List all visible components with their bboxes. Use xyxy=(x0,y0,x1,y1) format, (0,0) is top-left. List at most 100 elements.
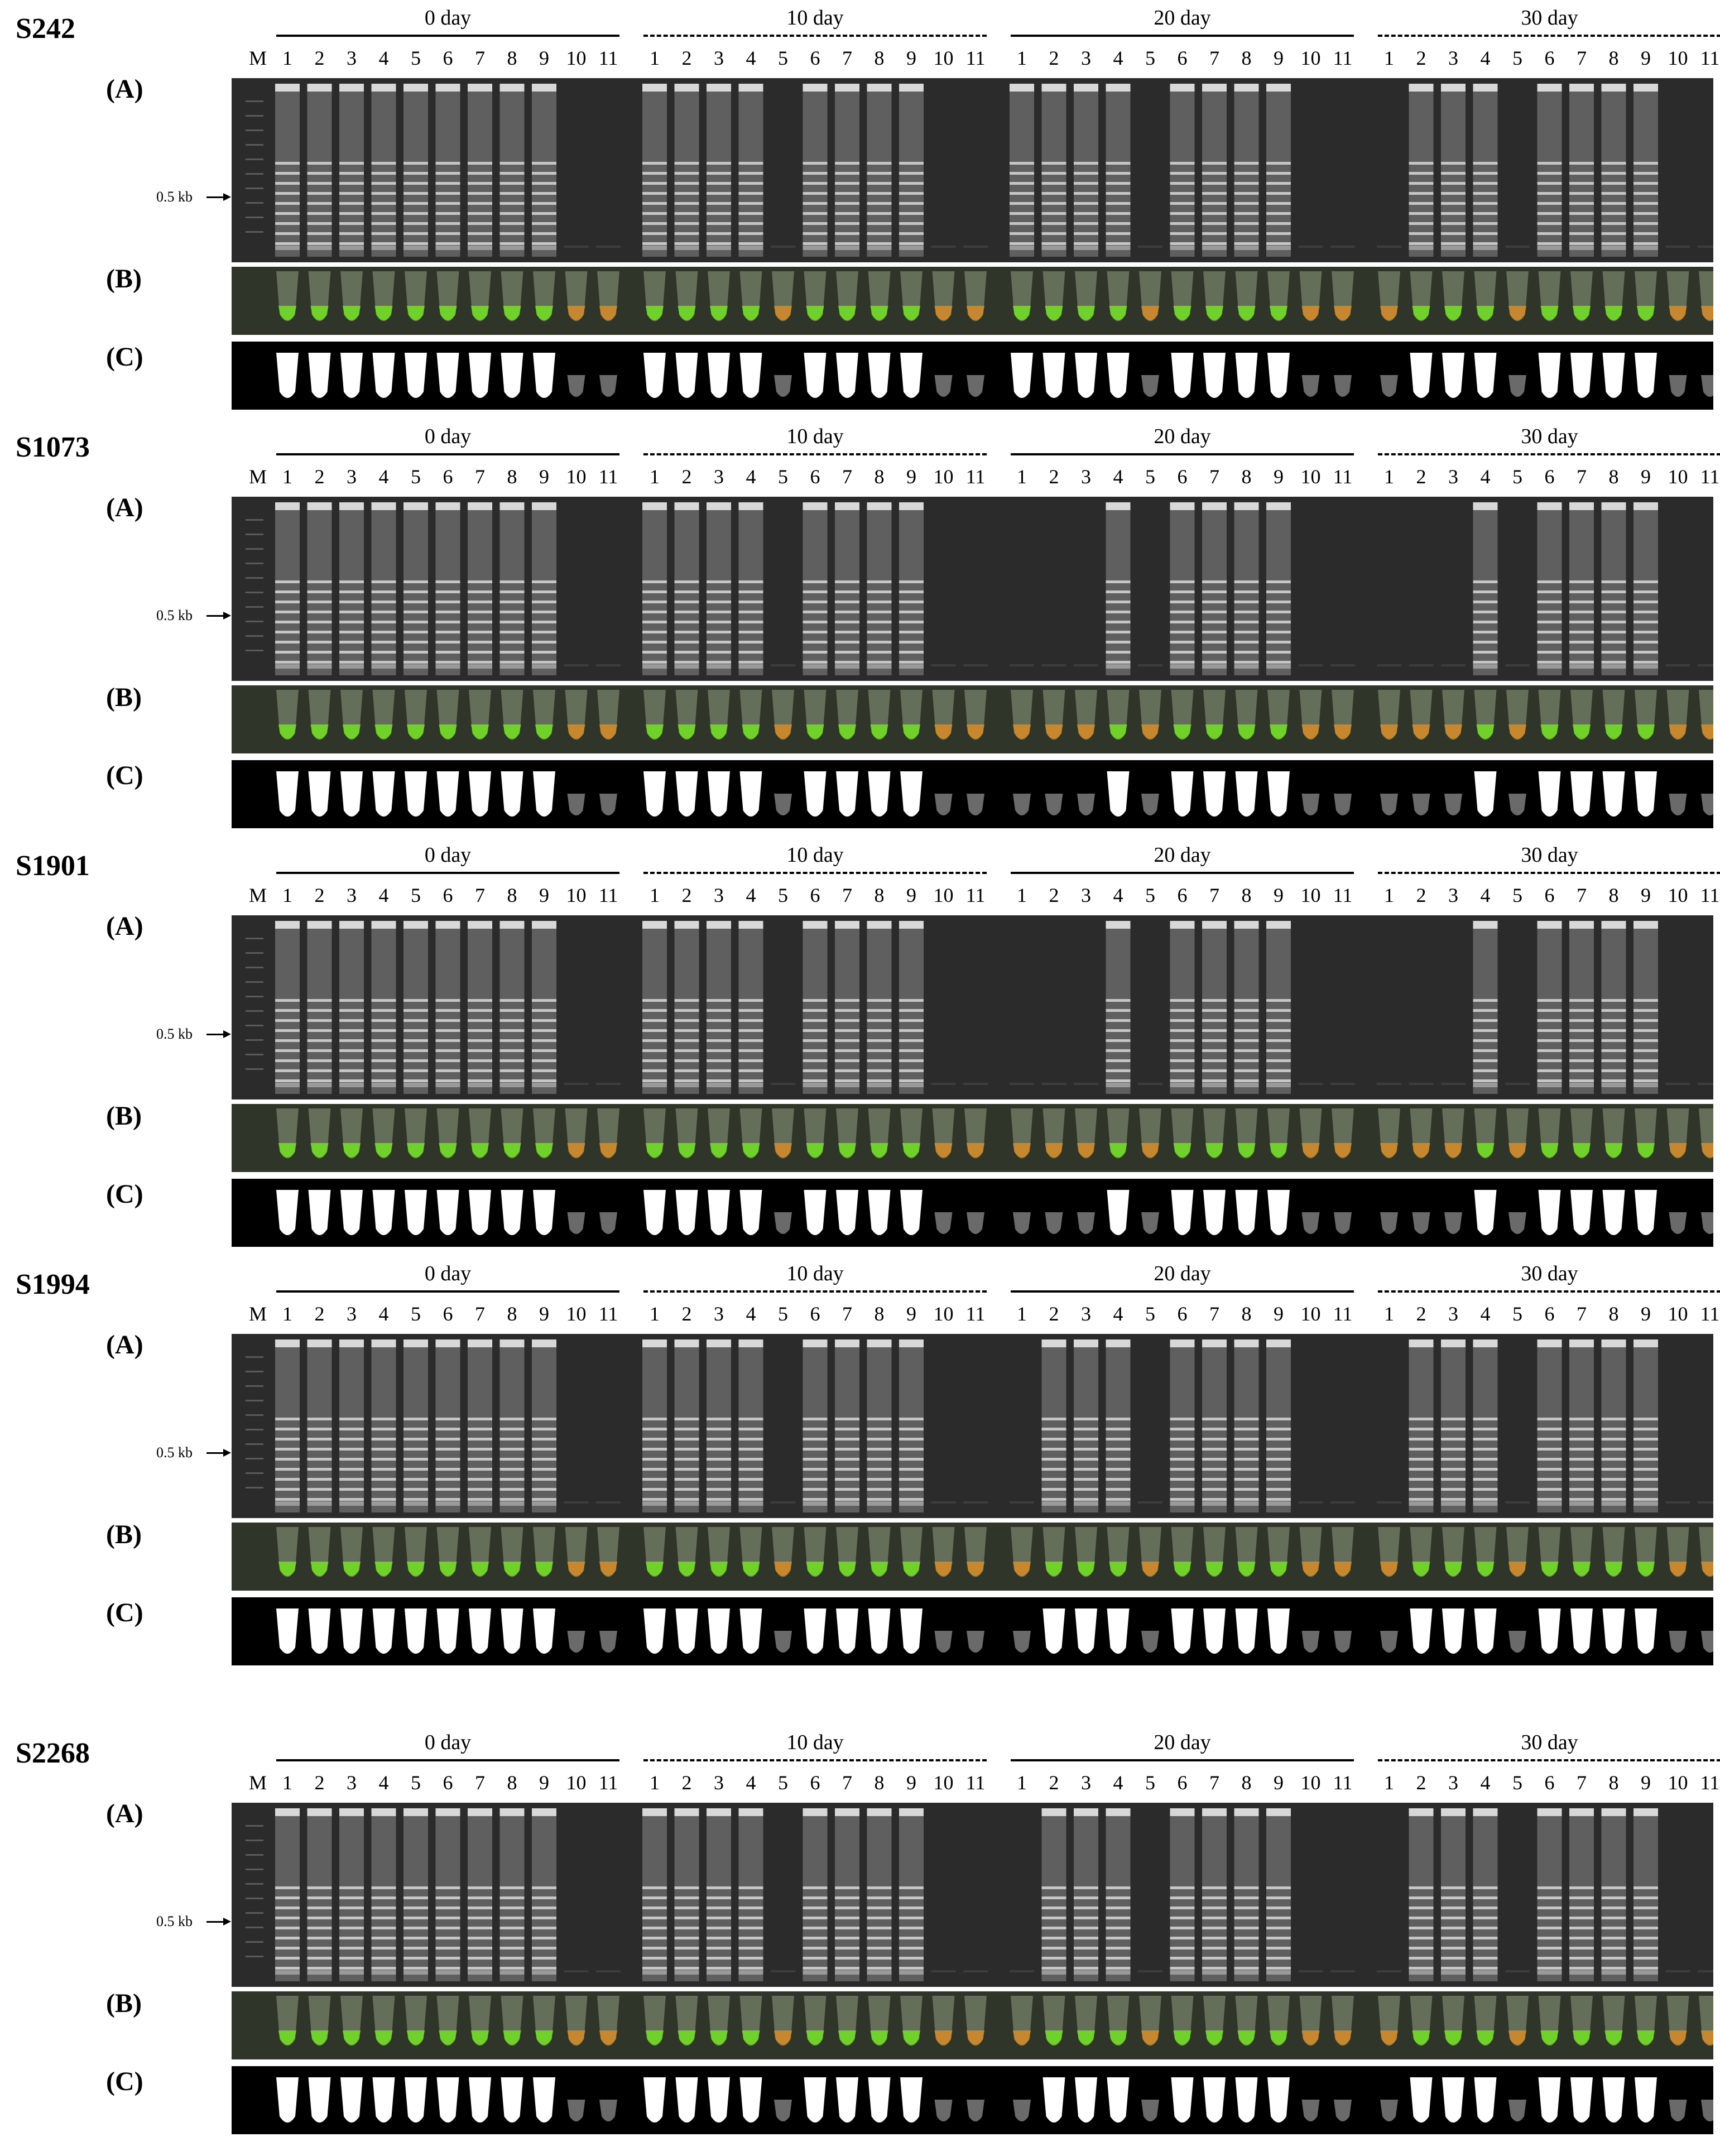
tube-green xyxy=(405,690,427,740)
lane-number: 3 xyxy=(347,47,357,69)
tube-green xyxy=(276,271,299,321)
lane-number: 6 xyxy=(443,1771,453,1794)
tube-fluorescent xyxy=(1635,2077,1657,2123)
tube-green xyxy=(405,1527,427,1577)
gel-lane-positive xyxy=(674,502,699,675)
ladder-band xyxy=(246,1869,263,1870)
gel-lane-negative xyxy=(1330,664,1355,666)
lane-number: 6 xyxy=(443,884,453,906)
tube-green xyxy=(675,1996,698,2046)
lane-number: 2 xyxy=(1416,47,1426,69)
gel-lane-negative xyxy=(596,1970,621,1972)
ladder-band xyxy=(246,1956,263,1957)
tube-fluorescent xyxy=(708,1608,730,1654)
tube-orange xyxy=(932,271,955,321)
lane-number: 9 xyxy=(1641,1771,1651,1794)
day-label: 0 day xyxy=(424,6,472,30)
tube-fluorescent xyxy=(469,771,491,817)
gel-lane-positive xyxy=(738,1339,763,1512)
tube-fluorescent xyxy=(340,1190,363,1235)
gel-lane-positive xyxy=(1266,1808,1291,1981)
tube-orange xyxy=(1378,1527,1400,1577)
sample-label: S1073 xyxy=(16,431,90,463)
gel-lane-positive xyxy=(499,502,525,675)
tube-dim xyxy=(599,1631,617,1653)
tube-green xyxy=(1171,1108,1194,1159)
ladder-band xyxy=(246,1010,263,1012)
tube-green xyxy=(1602,1996,1625,2046)
gel-lane-negative xyxy=(1505,664,1530,666)
lane-number: 3 xyxy=(347,1771,357,1794)
lane-number: 9 xyxy=(1641,884,1651,906)
tube-green xyxy=(1203,1108,1226,1159)
gel-lane-positive xyxy=(674,1339,699,1512)
day-bracket-line xyxy=(643,453,987,455)
tube-fluorescent xyxy=(739,1190,762,1235)
tube-dim xyxy=(1701,794,1713,815)
lane-number: 5 xyxy=(778,1303,788,1325)
tube-fluorescent xyxy=(1474,1190,1497,1235)
gel-lane-negative xyxy=(1409,1083,1434,1085)
ladder-band xyxy=(246,1025,263,1026)
tube-fluorescent xyxy=(836,2077,858,2123)
tube-green xyxy=(308,690,331,740)
lane-number: 9 xyxy=(1274,1771,1284,1794)
tube-green xyxy=(1570,1996,1593,2046)
lane-number: 2 xyxy=(681,884,692,906)
tube-green xyxy=(739,690,762,740)
tube-fluorescent xyxy=(533,771,555,817)
sample-label: S1994 xyxy=(16,1269,90,1300)
gel-lane-positive xyxy=(1266,921,1291,1094)
tube-orange xyxy=(597,271,619,321)
day-label: 30 day xyxy=(1521,6,1578,30)
tube-fluorescent xyxy=(1203,1608,1226,1654)
ladder-band xyxy=(246,1898,263,1899)
ladder-band xyxy=(246,548,263,550)
day-label: 20 day xyxy=(1154,1262,1211,1285)
lane-number: 8 xyxy=(1608,884,1619,906)
tube-dim xyxy=(1669,1631,1687,1653)
gel-lane-negative xyxy=(931,1970,956,1972)
lane-number: 8 xyxy=(507,1303,517,1325)
ladder-band xyxy=(246,1927,263,1928)
tube-dim xyxy=(1334,2100,1352,2121)
gel-lane-negative xyxy=(1377,664,1401,666)
gel-lane-positive xyxy=(532,921,556,1094)
tube-green xyxy=(1538,1527,1561,1577)
tube-green xyxy=(836,690,858,740)
gel-lane-negative xyxy=(1330,1970,1355,1972)
tube-fluorescent xyxy=(1635,1608,1657,1654)
tube-orange xyxy=(964,690,987,740)
lane-number: 3 xyxy=(347,465,357,488)
tube-green xyxy=(1267,1108,1290,1159)
lane-number: 4 xyxy=(1113,47,1123,69)
tube-fluorescent xyxy=(1442,2077,1464,2123)
lane-number: 1 xyxy=(650,1771,660,1794)
tube-fluorescent xyxy=(1235,353,1258,398)
tube-dim xyxy=(567,1212,585,1234)
tube-green xyxy=(405,1108,427,1159)
gel-lane-positive xyxy=(1202,502,1227,675)
tube-orange xyxy=(1299,271,1322,321)
tube-dim xyxy=(1045,794,1063,815)
lane-number: 4 xyxy=(378,465,389,488)
lane-number: 6 xyxy=(810,884,820,906)
tube-fluorescent xyxy=(1442,1608,1464,1654)
tube-orange xyxy=(1666,1527,1689,1577)
gel-lane-positive xyxy=(867,84,892,257)
tube-green xyxy=(1267,1996,1290,2046)
ladder-band xyxy=(246,173,263,175)
tube-green xyxy=(372,690,395,740)
lane-number: 2 xyxy=(1049,884,1059,906)
tube-green xyxy=(1538,271,1561,321)
tube-fluorescent xyxy=(405,771,427,817)
gel-lane-negative xyxy=(771,1970,795,1972)
gel-lane-positive xyxy=(867,502,892,675)
gel-lane-positive xyxy=(307,1339,332,1512)
row-label-a: (A) xyxy=(106,493,143,522)
tube-green xyxy=(372,1996,395,2046)
tube-dim xyxy=(1013,794,1031,815)
gel-lane-negative xyxy=(1041,1083,1066,1085)
tube-green xyxy=(1203,1996,1226,2046)
day-label: 30 day xyxy=(1521,1731,1578,1754)
